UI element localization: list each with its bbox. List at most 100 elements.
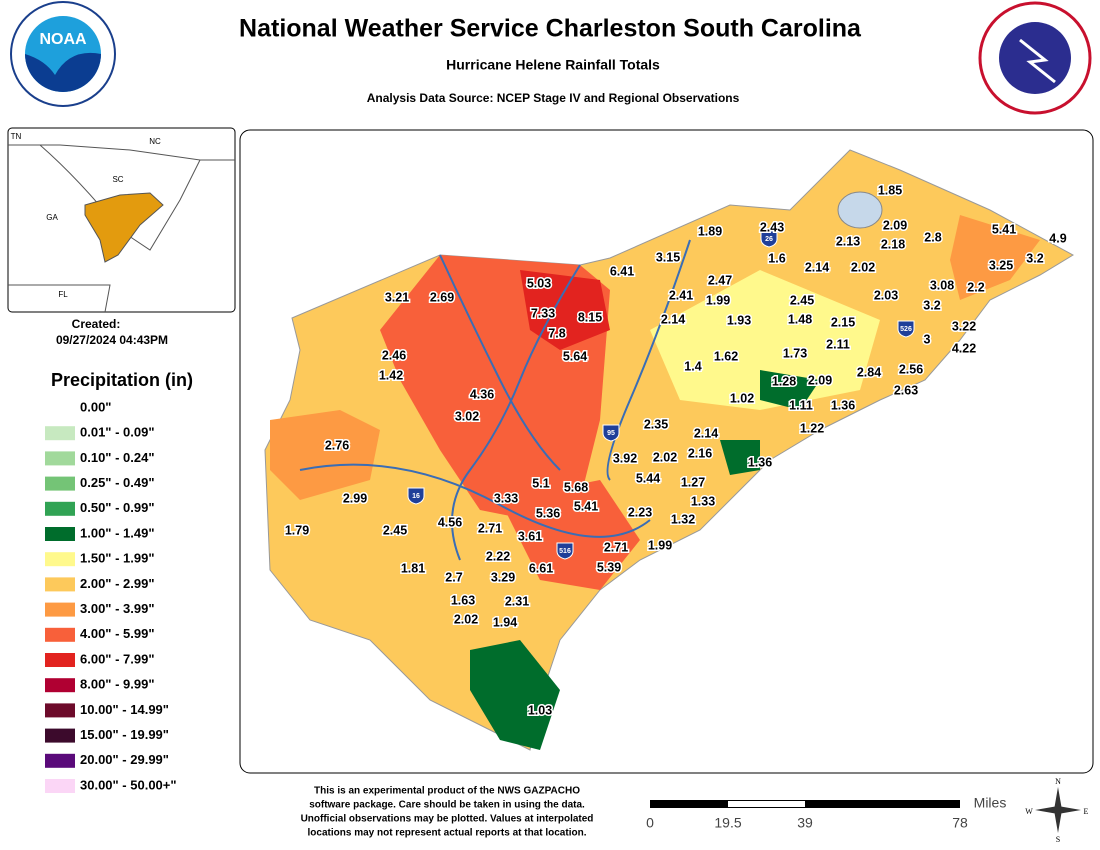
rainfall-value: 5.1 — [532, 476, 549, 490]
interstate-label: 516 — [559, 548, 571, 555]
legend-swatch — [45, 703, 75, 718]
rainfall-value: 1.89 — [698, 224, 722, 238]
rainfall-value: 2.35 — [644, 417, 668, 431]
legend-swatch — [45, 728, 75, 743]
rainfall-value: 7.8 — [548, 326, 565, 340]
rainfall-value: 2.45 — [790, 293, 814, 307]
rainfall-value: 2.09 — [883, 218, 907, 232]
interstate-shield — [556, 542, 574, 560]
interstate-label: 16 — [412, 493, 420, 500]
rainfall-value: 2.03 — [874, 288, 898, 302]
scale-label: 39 — [797, 815, 813, 831]
rainfall-value: 6.61 — [529, 561, 553, 575]
rainfall-value: 5.41 — [574, 499, 598, 513]
rainfall-value: 2.14 — [805, 260, 829, 274]
rainfall-value: 3.15 — [656, 250, 680, 264]
rainfall-value: 2.18 — [881, 237, 905, 251]
disclaimer: software package. Care should be taken i… — [309, 800, 585, 811]
rainfall-value: 5.68 — [564, 480, 588, 494]
rainfall-value: 2.84 — [857, 365, 881, 379]
rainfall-value: 3.02 — [455, 409, 479, 423]
rainfall-value: 1.48 — [788, 312, 812, 326]
rainfall-value: 2.13 — [836, 234, 860, 248]
inset-label: GA — [46, 213, 58, 222]
interstate-shield — [407, 487, 425, 505]
legend-swatch — [45, 552, 75, 567]
rainfall-value: 3.22 — [952, 319, 976, 333]
rainfall-value: 1.85 — [878, 183, 902, 197]
rainfall-value: 2.99 — [343, 491, 367, 505]
legend-label: 0.10" - 0.24" — [80, 450, 154, 465]
inset-label: TN — [11, 132, 22, 141]
rainfall-value: 2.76 — [325, 438, 349, 452]
rainfall-value: 3.08 — [930, 278, 954, 292]
scale-label: 78 — [952, 815, 968, 831]
noaa-logo: NOAA — [10, 1, 116, 107]
logo-text: NOAA — [39, 31, 87, 48]
rainfall-value: 3.2 — [923, 298, 940, 312]
rainfall-value: 5.36 — [536, 506, 560, 520]
rainfall-value: 1.03 — [528, 703, 552, 717]
title: National Weather Service Charleston Sout… — [239, 15, 862, 43]
legend-swatch — [45, 426, 75, 441]
rainfall-value: 1.32 — [671, 512, 695, 526]
legend-label: 4.00" - 5.99" — [80, 626, 154, 641]
legend-label: 15.00" - 19.99" — [80, 727, 169, 742]
rainfall-value: 5.39 — [597, 560, 621, 574]
legend-label: 3.00" - 3.99" — [80, 601, 154, 616]
legend-label: 0.00" — [80, 399, 111, 414]
rainfall-value: 1.36 — [831, 398, 855, 412]
rainfall-value: 1.4 — [684, 359, 701, 373]
rainfall-value: 2.71 — [478, 521, 502, 535]
legend-label: 0.25" - 0.49" — [80, 475, 154, 490]
rainfall-value: 5.41 — [992, 222, 1016, 236]
legend-label: 10.00" - 14.99" — [80, 702, 169, 717]
legend-label: 8.00" - 9.99" — [80, 677, 154, 692]
inset-label: NC — [149, 137, 161, 146]
rainfall-value: 2.22 — [486, 549, 510, 563]
rainfall-value: 2.71 — [604, 540, 628, 554]
disclaimer: locations may not represent actual repor… — [308, 828, 587, 839]
rainfall-value: 1.73 — [783, 346, 807, 360]
rainfall-value: 2.11 — [826, 337, 850, 351]
legend-label: 30.00" - 50.00+" — [80, 777, 177, 792]
rainfall-value: 4.36 — [470, 387, 494, 401]
rainfall-value: 2.16 — [688, 446, 712, 460]
inset-map — [7, 127, 236, 313]
compass-label: N — [1055, 777, 1061, 786]
interstate-shield — [897, 320, 915, 338]
compass-label: E — [1084, 807, 1089, 816]
rainfall-value: 2.2 — [967, 280, 984, 294]
disclaimer: This is an experimental product of the N… — [314, 786, 580, 797]
legend-swatch — [45, 779, 75, 793]
legend-label: 1.00" - 1.49" — [80, 525, 154, 540]
rainfall-value: 2.14 — [661, 312, 685, 326]
subtitle: Hurricane Helene Rainfall Totals — [446, 57, 660, 73]
rainfall-value: 2.69 — [430, 290, 454, 304]
legend-swatch — [45, 753, 75, 768]
rainfall-value: 3.21 — [385, 290, 409, 304]
rainfall-value: 2.41 — [669, 288, 693, 302]
source: Analysis Data Source: NCEP Stage IV and … — [367, 91, 740, 105]
rainfall-value: 2.8 — [924, 230, 941, 244]
rainfall-value: 4.56 — [438, 515, 462, 529]
legend-title: Precipitation (in) — [51, 370, 193, 390]
rainfall-value: 2.15 — [831, 315, 855, 329]
rainfall-value: 1.81 — [401, 561, 425, 575]
rainfall-value: 1.11 — [789, 398, 813, 412]
rainfall-value: 5.03 — [527, 276, 551, 290]
legend-swatch — [45, 401, 75, 415]
rainfall-value: 3.29 — [491, 570, 515, 584]
rainfall-value: 2.45 — [383, 523, 407, 537]
created-label: Created: — [72, 317, 121, 331]
legend-label: 20.00" - 29.99" — [80, 752, 169, 767]
legend-swatch — [45, 653, 75, 667]
interstate-shield — [602, 424, 620, 442]
rainfall-value: 1.99 — [706, 293, 730, 307]
rainfall-value: 1.63 — [451, 593, 475, 607]
rainfall-value: 2.02 — [851, 260, 875, 274]
footer: Miles — [650, 787, 1081, 833]
inset-label: FL — [58, 290, 68, 299]
rainfall-value: 2.7 — [445, 570, 462, 584]
